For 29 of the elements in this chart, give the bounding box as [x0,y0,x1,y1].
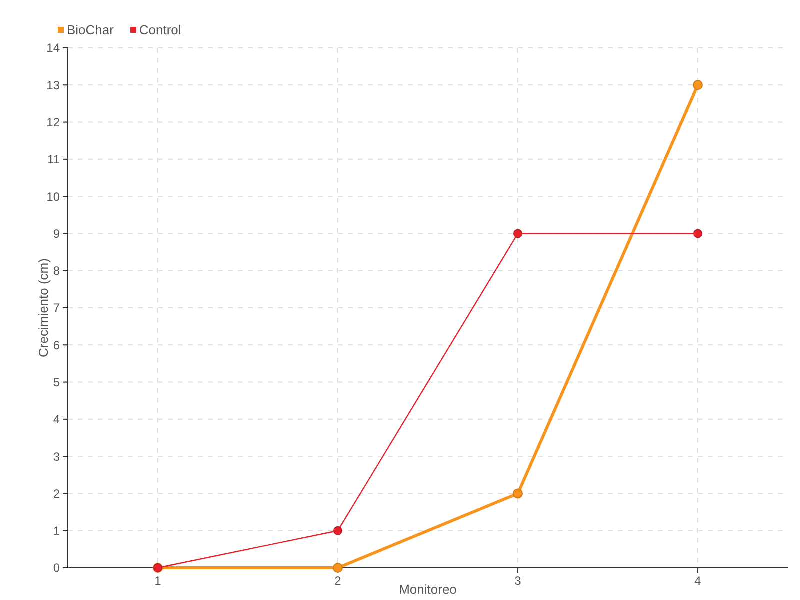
y-tick-label: 14 [46,41,60,56]
point [693,80,703,90]
y-tick-label: 5 [53,375,60,390]
y-tick-label: 8 [53,264,60,278]
y-tick-label: 3 [53,450,60,464]
x-tick-label: 4 [694,574,702,588]
y-tick-label: 11 [48,152,60,167]
point [513,488,523,499]
y-axis-title: Crecimiento (cm) [36,258,51,358]
y-tick-label: 6 [53,338,60,352]
x-axis-title: Monitoreo [399,582,457,597]
legend-label: Control [139,22,182,38]
y-tick-label: 4 [53,412,60,427]
y-tick-label: 9 [53,226,60,241]
y-tick-label: 2 [53,486,60,501]
point [333,563,343,573]
x-tick-label: 3 [514,574,522,588]
y-tick-label: 10 [46,190,60,204]
x-tick-label: 1 [154,574,162,588]
y-tick-label: 7 [53,301,60,316]
y-tick-label: 12 [46,115,60,130]
point [694,229,702,238]
x-tick-label: 2 [334,574,342,588]
y-tick-label: 1 [53,524,60,538]
point [514,229,522,238]
y-tick-label: 13 [46,78,60,92]
point [334,526,342,536]
legend-label: BioChar [67,22,115,38]
y-tick-label: 0 [53,561,60,576]
